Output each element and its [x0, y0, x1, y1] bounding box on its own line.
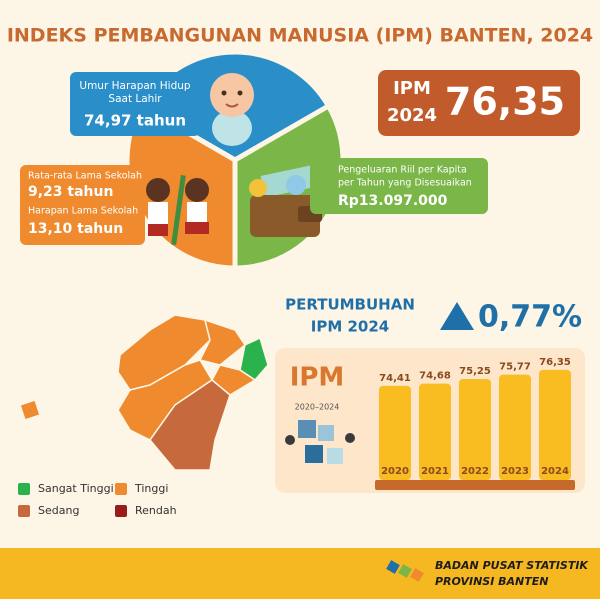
legend-label: Tinggi [134, 482, 168, 495]
expenditure-label: Pengeluaran Riil per Kapita [338, 165, 467, 176]
legend-label: Rendah [135, 504, 177, 517]
ipm-value: 76,35 [445, 80, 565, 124]
bar [379, 385, 411, 480]
ipm-year: 2024 [387, 105, 437, 126]
ipm-label: IPM [393, 78, 431, 99]
footer-band [0, 548, 600, 599]
life-box [70, 72, 200, 136]
region [149, 379, 231, 471]
wallet-icon [249, 164, 322, 237]
education-label: Harapan Lama Sekolah [28, 206, 138, 217]
map [19, 314, 269, 471]
category-label: 2023 [501, 466, 529, 477]
value-label: 75,25 [459, 366, 491, 377]
category-label: 2022 [461, 466, 489, 477]
growth-label: IPM 2024 [311, 318, 389, 336]
category-label: 2021 [421, 466, 449, 477]
legend-swatch [115, 505, 127, 517]
value-label: 74,68 [419, 371, 451, 382]
legend-swatch [18, 483, 30, 495]
value-label: 75,77 [499, 362, 531, 373]
expenditure-label: per Tahun yang Disesuaikan [338, 178, 472, 189]
bar [419, 383, 451, 480]
legend-swatch [115, 483, 127, 495]
life-value: 74,97 tahun [84, 112, 186, 130]
legend-swatch [18, 505, 30, 517]
education-label: Rata-rata Lama Sekolah [28, 171, 142, 182]
baby-icon [210, 73, 254, 146]
chart-subtitle: 2020–2024 [295, 403, 340, 412]
island [19, 399, 41, 421]
legend-label: Sangat Tinggi [38, 482, 114, 495]
region [117, 314, 211, 391]
kids-icon [146, 175, 209, 246]
life-label: Saat Lahir [108, 93, 162, 105]
growth-arrow [440, 302, 474, 330]
expenditure-box [310, 158, 488, 214]
bar [499, 374, 531, 480]
bar [539, 369, 571, 480]
life-label: Umur Harapan Hidup [79, 80, 191, 92]
education-value: 9,23 tahun [28, 184, 113, 200]
value-label: 76,35 [539, 357, 571, 368]
region [239, 336, 269, 381]
footer-text: BADAN PUSAT STATISTIK [435, 559, 589, 572]
region [211, 364, 257, 396]
category-label: 2020 [381, 466, 409, 477]
category-label: 2024 [541, 466, 569, 477]
value-label: 74,41 [379, 373, 411, 384]
ipm-box [378, 70, 580, 136]
growth-label: PERTUMBUHAN [285, 296, 415, 314]
legend-label: Sedang [38, 504, 79, 517]
education-box [20, 165, 145, 245]
chart-title: IPM [290, 363, 345, 393]
expenditure-value: Rp13.097.000 [338, 193, 448, 209]
bar [459, 378, 491, 480]
chart-baseline [375, 480, 575, 490]
bars: 74,41 2020 74,68 2021 75,25 2022 75,77 2023 76,3… [379, 357, 571, 480]
title: INDEKS PEMBANGUNAN MANUSIA (IPM) BANTEN,… [7, 25, 593, 47]
legend: Sangat Tinggi Tinggi Sedang Rendah [18, 482, 177, 517]
growth-value: 0,77% [478, 300, 582, 335]
bps-logo [386, 560, 424, 582]
education-value: 13,10 tahun [28, 221, 123, 237]
puzzle-icon [285, 420, 355, 464]
footer-text: PROVINSI BANTEN [435, 575, 548, 588]
